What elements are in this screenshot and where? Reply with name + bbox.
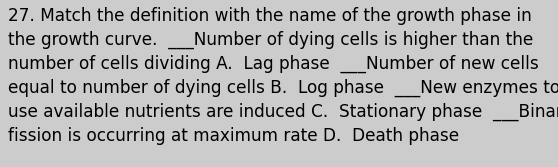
Text: 27. Match the definition with the name of the growth phase in
the growth curve. : 27. Match the definition with the name o… (8, 7, 558, 145)
